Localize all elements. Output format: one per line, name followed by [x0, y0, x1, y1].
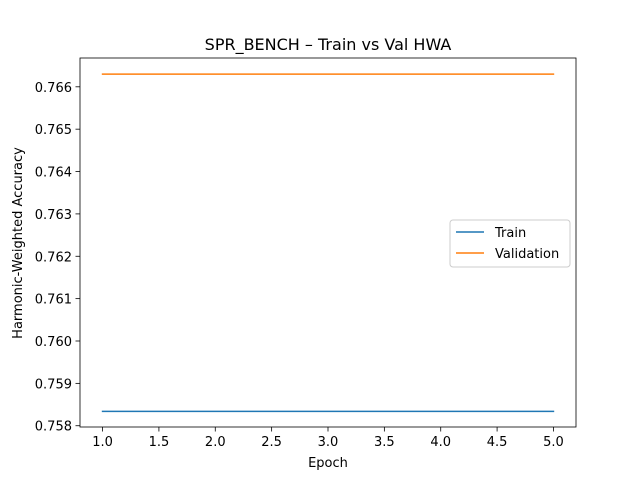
x-tick-label: 3.5	[374, 435, 395, 450]
x-tick-label: 2.5	[261, 435, 282, 450]
y-tick-label: 0.759	[35, 377, 72, 392]
y-tick-label: 0.761	[35, 293, 72, 308]
x-tick-label: 3.0	[318, 435, 339, 450]
x-tick-label: 1.0	[92, 435, 113, 450]
y-tick-label: 0.758	[35, 420, 72, 435]
x-tick-label: 4.5	[487, 435, 508, 450]
x-tick-label: 4.0	[430, 435, 451, 450]
legend-label-validation: Validation	[495, 247, 559, 262]
x-tick-label: 2.0	[205, 435, 226, 450]
y-tick-label: 0.763	[35, 208, 72, 223]
y-tick-label: 0.765	[35, 123, 72, 138]
x-axis: 1.0 1.5 2.0 2.5 3.0 3.5 4.0 4.5 5.0	[92, 427, 564, 450]
x-axis-title: Epoch	[308, 456, 348, 471]
x-tick-label: 1.5	[149, 435, 170, 450]
series-layer	[101, 73, 555, 413]
x-tick-label: 5.0	[543, 435, 564, 450]
legend: Train Validation	[449, 219, 571, 268]
legend-label-train: Train	[494, 226, 526, 241]
y-tick-label: 0.762	[35, 250, 72, 265]
y-tick-label: 0.764	[35, 166, 72, 181]
y-axis: 0.758 0.759 0.760 0.761 0.762 0.763 0.764 0.765…	[35, 81, 80, 435]
y-tick-label: 0.766	[35, 81, 72, 96]
chart-title: SPR_BENCH – Train vs Val HWA	[205, 35, 452, 55]
y-axis-title: Harmonic-Weighted Accuracy	[11, 147, 26, 339]
y-tick-label: 0.760	[35, 335, 72, 350]
